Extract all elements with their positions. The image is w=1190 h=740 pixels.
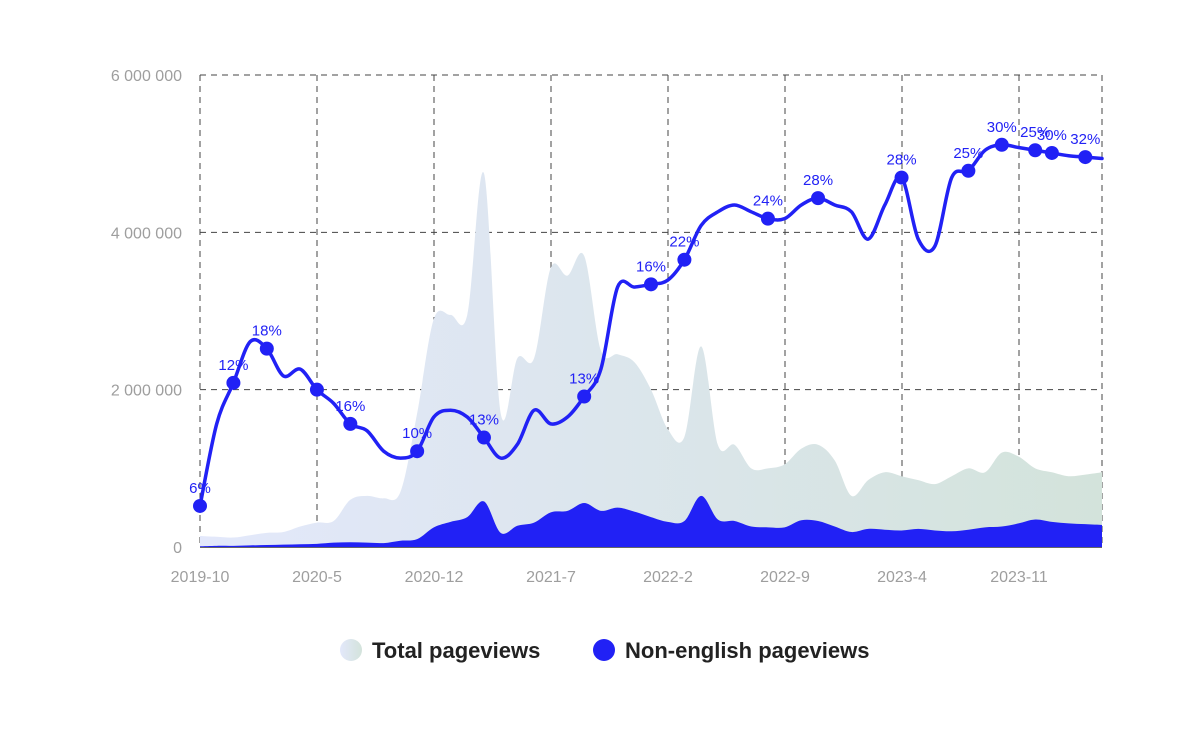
share-marker-8 [644,277,658,292]
legend: Total pageviews Non-english pageviews [340,638,870,663]
share-marker-5 [410,444,425,459]
share-label-15: 25% [1020,124,1050,141]
share-marker-7 [577,389,592,404]
share-marker-17 [1078,150,1093,165]
share-label-5: 10% [402,425,432,442]
share-marker-13 [961,163,976,178]
share-marker-1 [226,375,241,390]
non-english-pageviews-area [200,495,1102,547]
y-tick-label-1: 2 000 000 [111,383,182,400]
share-label-17: 32% [1070,131,1100,148]
y-tick-label-0: 0 [173,540,182,557]
y-tick-label-2: 4 000 000 [111,225,182,242]
legend-non-english-swatch [593,639,615,661]
axis-labels: 0 2 000 000 4 000 000 6 000 000 2019-10 2020-… [111,68,1048,586]
x-tick-label-6: 2023-4 [877,569,927,586]
share-label-12: 28% [887,152,917,169]
share-label-10: 24% [753,193,783,210]
total-pageviews-area [200,171,1102,547]
share-marker-15 [1028,143,1043,158]
share-marker-4 [343,416,358,431]
share-label-1: 12% [218,357,248,374]
x-tick-label-5: 2022-9 [760,569,810,586]
share-marker-10 [760,211,775,226]
share-label-9: 22% [669,234,699,251]
x-tick-label-2: 2020-12 [405,569,464,586]
x-tick-label-3: 2021-7 [526,569,576,586]
share-marker-9 [677,252,692,267]
share-marker-16 [1044,145,1059,160]
x-tick-label-4: 2022-2 [643,569,693,586]
share-label-0: 6% [189,480,211,497]
share-marker-6 [476,430,491,445]
share-label-4: 16% [335,398,365,415]
share-marker-0 [193,498,207,513]
share-marker-12 [894,170,909,185]
share-label-13: 25% [953,145,983,162]
share-label-16: 30% [1037,127,1067,144]
share-label-7: 13% [569,371,599,388]
legend-total-label: Total pageviews [372,638,540,663]
x-tick-label-0: 2019-10 [171,569,230,586]
share-label-2: 18% [252,323,282,340]
share-line-group: 6%12%18%16%10%13%13%16%22%24%28%28% 25%30… [189,119,1104,513]
legend-total-swatch [340,639,362,661]
share-marker-14 [994,137,1009,152]
legend-non-english-label: Non-english pageviews [625,638,870,663]
share-label-8: 16% [636,258,666,275]
share-marker-2 [259,341,274,356]
share-marker-11 [811,191,826,206]
share-label-11: 28% [803,172,833,189]
areas [200,171,1102,547]
share-marker-3 [309,382,324,397]
share-label-6: 13% [469,412,499,429]
x-tick-label-1: 2020-5 [292,569,342,586]
x-tick-label-7: 2023-11 [990,569,1048,586]
share-label-14: 30% [987,119,1017,136]
y-tick-label-3: 6 000 000 [111,68,182,85]
